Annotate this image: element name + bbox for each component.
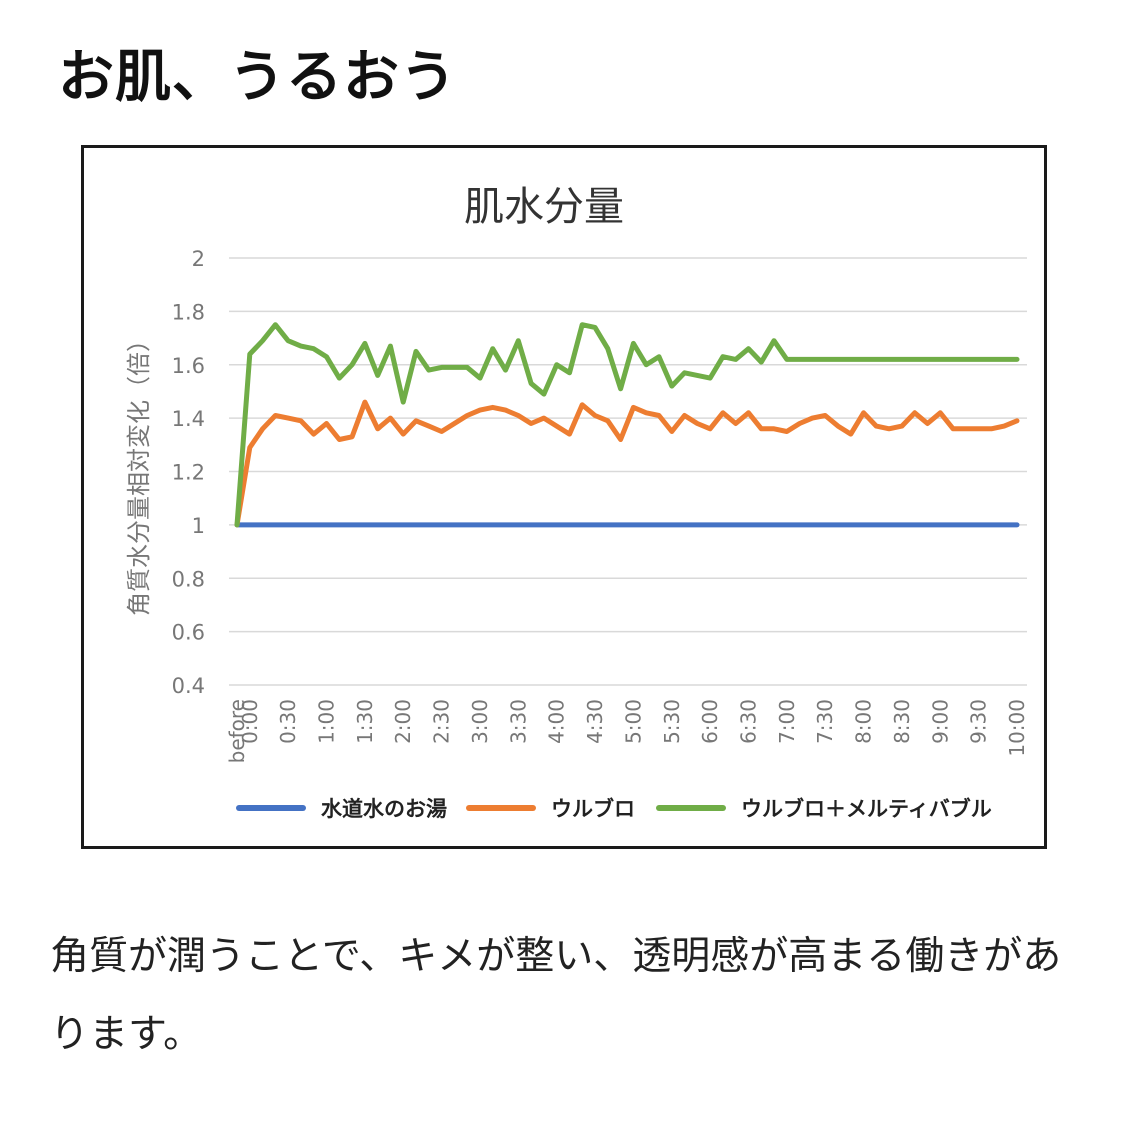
x-tick-label: 9:30 (967, 699, 991, 744)
y-axis-label: 角質水分量相対変化（倍） (125, 328, 153, 616)
y-tick-label: 1.2 (172, 461, 205, 485)
x-tick-label: before (225, 699, 249, 763)
x-tick-label: 2:00 (391, 699, 415, 744)
legend: 水道水のお湯 ウルブロ ウルブロ＋メルティバブル (236, 797, 992, 821)
series-line-1 (234, 399, 1020, 528)
chart-svg: 肌水分量 角質水分量相対変化（倍） 0.4 0.6 0.8 1 1.2 1.4 1.6 1.8… (125, 184, 1029, 821)
x-tick-label: 2:30 (430, 699, 454, 744)
y-tick-label: 2 (192, 247, 205, 271)
x-tick-label: 3:30 (506, 699, 530, 744)
legend-label-0: 水道水のお湯 (321, 797, 447, 821)
x-tick-label: 8:00 (852, 699, 876, 744)
y-tick-label: 1.8 (172, 300, 205, 324)
page-heading: お肌、うるおう (58, 45, 457, 110)
chart-title: 肌水分量 (464, 184, 624, 230)
legend-label-1: ウルブロ (551, 797, 635, 821)
y-tick-label: 1 (192, 514, 205, 538)
legend-label-2: ウルブロ＋メルティバブル (741, 797, 992, 821)
y-tick-label: 1.6 (172, 354, 205, 378)
x-tick-label: 10:00 (1005, 699, 1029, 757)
y-tick-label: 1.4 (172, 407, 205, 431)
x-tick-label: 6:00 (698, 699, 722, 744)
x-tick-label: 5:00 (621, 699, 645, 744)
y-tick-label: 0.4 (172, 674, 205, 698)
x-tick-label: 1:30 (353, 699, 377, 744)
x-tick-label: 7:00 (775, 699, 799, 744)
x-tick-label: 5:30 (660, 699, 684, 744)
x-tick-label: 0:30 (276, 699, 300, 744)
series-lines (234, 322, 1020, 528)
gridlines (229, 257, 1027, 686)
y-tick-labels: 0.4 0.6 0.8 1 1.2 1.4 1.6 1.8 2 (172, 247, 205, 698)
series-line-2 (234, 322, 1020, 528)
caption-text: 角質が潤うことで、キメが整い、透明感が高まる働きがあります。 (50, 934, 1062, 1057)
x-tick-label: 0:00 (238, 699, 262, 744)
x-tick-label: 4:30 (583, 699, 607, 744)
x-tick-label: 1:00 (315, 699, 339, 744)
y-tick-label: 0.8 (172, 567, 205, 591)
x-tick-label: 6:30 (736, 699, 760, 744)
x-tick-label: 9:00 (928, 699, 952, 744)
x-tick-label: 7:30 (813, 699, 837, 744)
x-tick-label: 3:00 (468, 699, 492, 744)
y-tick-label: 0.6 (172, 621, 205, 645)
x-tick-label: 4:00 (545, 699, 569, 744)
chart-frame: 肌水分量 角質水分量相対変化（倍） 0.4 0.6 0.8 1 1.2 1.4 1.6 1.8… (81, 145, 1047, 849)
x-tick-label: 8:30 (890, 699, 914, 744)
